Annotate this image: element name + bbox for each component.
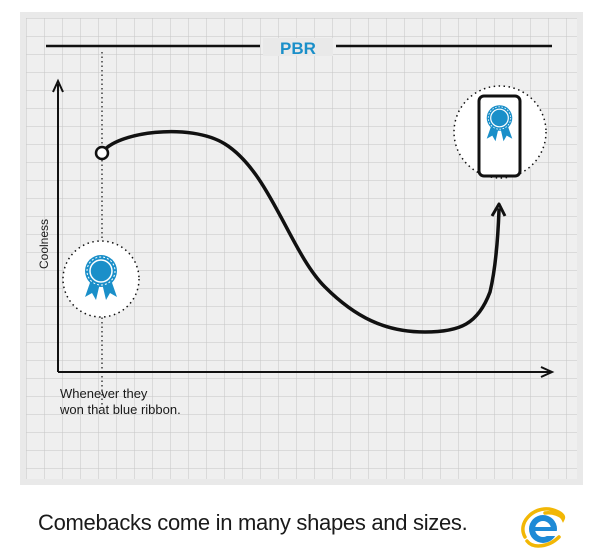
coolness-curve <box>100 129 501 334</box>
curve-arrowhead <box>490 202 507 217</box>
smartphone-ribbon-icon <box>453 85 547 179</box>
chart-title: PBR <box>280 39 316 58</box>
y-axis-label: Coolness <box>37 219 51 269</box>
graph-panel: PBR Coolness Whenever they won that blue… <box>20 12 583 485</box>
annotation-line-2: won that blue ribbon. <box>59 402 181 417</box>
caption: Comebacks come in many shapes and sizes. <box>38 510 468 535</box>
x-axis-arrowhead <box>540 366 555 378</box>
blue-ribbon-icon <box>62 240 140 318</box>
annotation-line-1: Whenever they <box>60 386 148 401</box>
internet-explorer-logo <box>521 507 566 548</box>
y-axis-arrowhead <box>52 78 64 93</box>
curve-start-point <box>94 145 110 161</box>
